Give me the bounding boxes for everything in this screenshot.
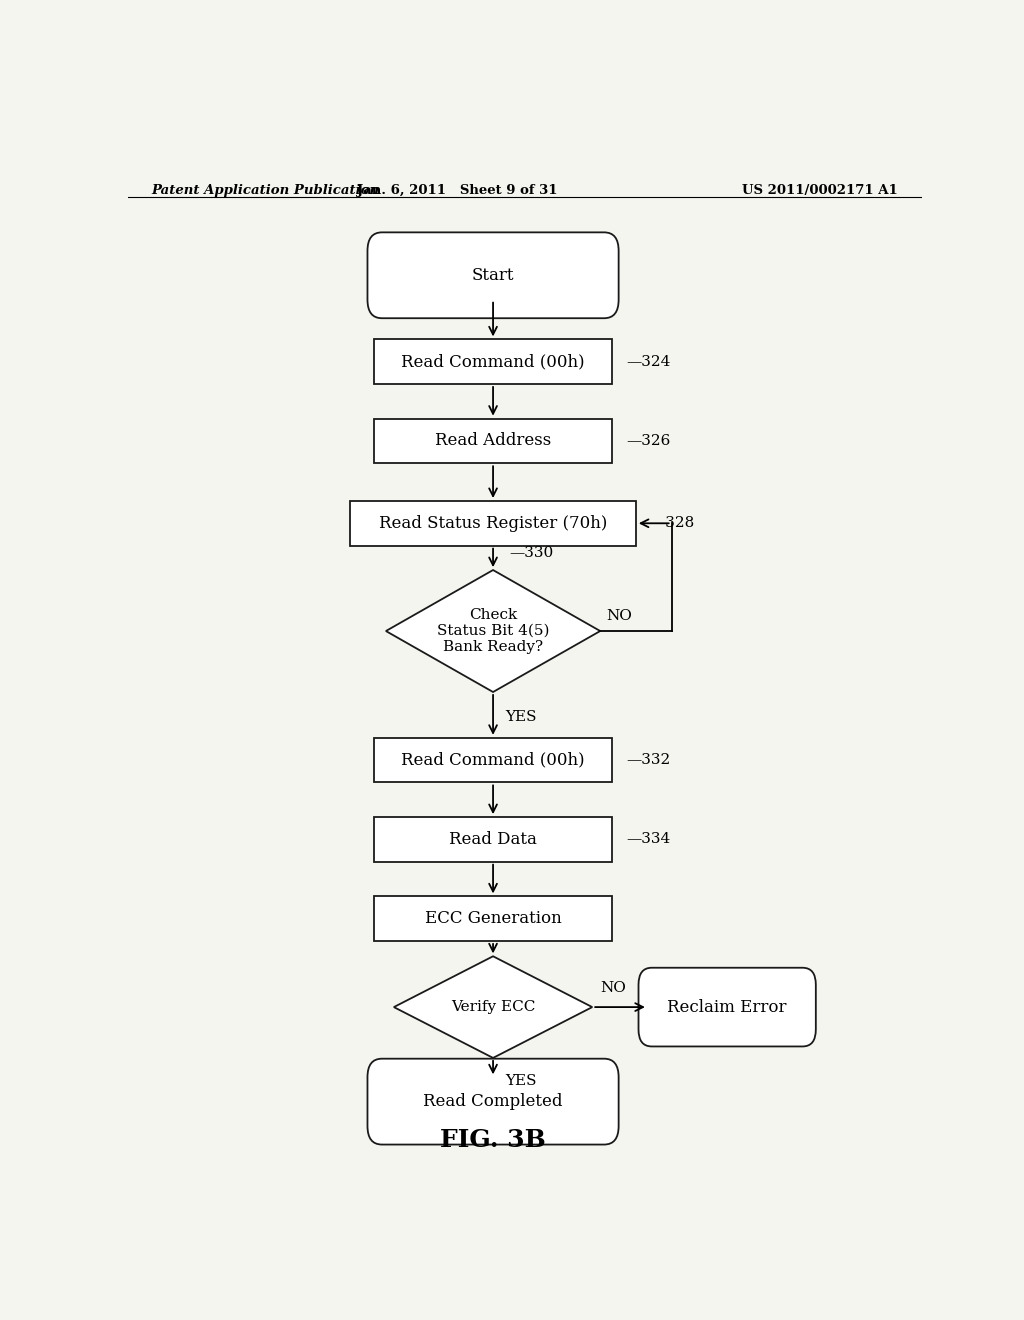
Text: —326: —326 [627,434,671,447]
Text: Jan. 6, 2011   Sheet 9 of 31: Jan. 6, 2011 Sheet 9 of 31 [357,183,558,197]
Text: —334: —334 [627,833,671,846]
Text: —332: —332 [627,754,671,767]
Text: Read Address: Read Address [435,433,551,449]
Polygon shape [386,570,600,692]
Bar [374,339,612,384]
Text: NO: NO [600,981,626,995]
Text: Start: Start [472,267,514,284]
Text: Verify ECC: Verify ECC [451,1001,536,1014]
Bar [374,418,612,463]
Text: YES: YES [505,710,537,725]
Bar [374,738,612,783]
Text: NO: NO [606,609,633,623]
Text: Read Completed: Read Completed [423,1093,563,1110]
FancyBboxPatch shape [368,232,618,318]
Text: US 2011/0002171 A1: US 2011/0002171 A1 [742,183,898,197]
Text: Read Data: Read Data [450,830,537,847]
FancyBboxPatch shape [368,1059,618,1144]
Text: —328: —328 [650,516,694,531]
Text: Reclaim Error: Reclaim Error [668,999,786,1015]
Text: Read Command (00h): Read Command (00h) [401,354,585,370]
Polygon shape [394,956,592,1057]
Text: Read Status Register (70h): Read Status Register (70h) [379,515,607,532]
Bar [350,500,636,545]
Text: FIG. 3B: FIG. 3B [440,1129,546,1152]
Text: Patent Application Publication: Patent Application Publication [152,183,380,197]
FancyBboxPatch shape [639,968,816,1047]
Text: —324: —324 [627,355,671,368]
Text: Read Command (00h): Read Command (00h) [401,751,585,768]
Text: Check
Status Bit 4(5)
Bank Ready?: Check Status Bit 4(5) Bank Ready? [437,607,549,655]
Bar [374,817,612,862]
Text: —330: —330 [509,546,553,560]
Text: ECC Generation: ECC Generation [425,911,561,927]
Bar [374,896,612,941]
Text: YES: YES [505,1074,537,1088]
